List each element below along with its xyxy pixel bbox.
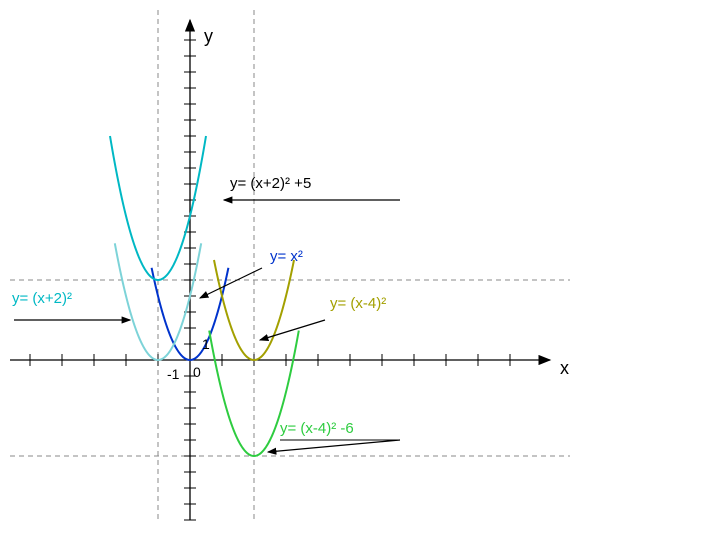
guide-lines <box>10 10 570 520</box>
parabola-transform-chart <box>0 0 720 540</box>
label-arrows <box>14 200 400 452</box>
axes <box>10 20 550 520</box>
